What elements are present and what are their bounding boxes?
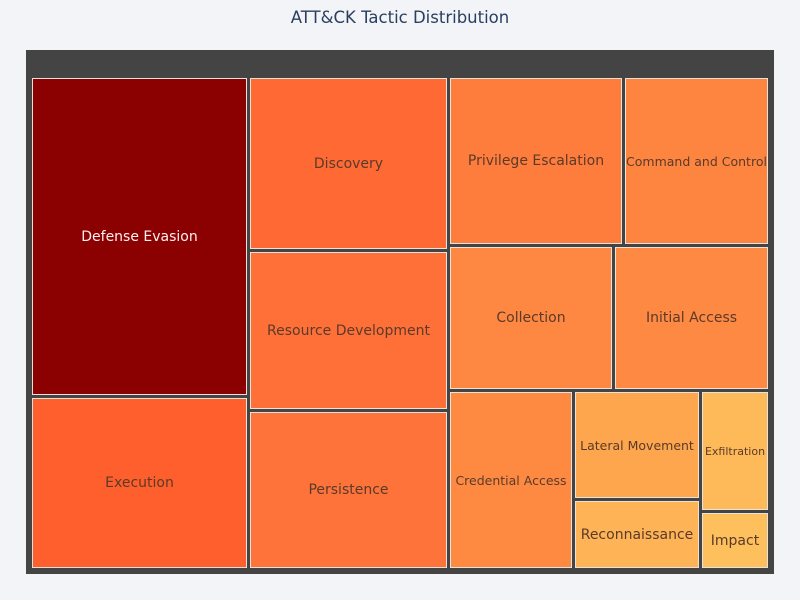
treemap-tile-resource-development[interactable]: Resource Development (250, 252, 447, 409)
tile-label: Exfiltration (704, 444, 766, 458)
treemap-tile-impact[interactable]: Impact (702, 513, 768, 568)
treemap-tile-exfiltration[interactable]: Exfiltration (702, 392, 768, 510)
tile-label: Persistence (308, 482, 389, 498)
treemap-tile-lateral-movement[interactable]: Lateral Movement (575, 392, 699, 498)
tile-label: Credential Access (455, 472, 567, 488)
tile-label: Privilege Escalation (467, 153, 605, 169)
tile-label: Discovery (313, 155, 384, 172)
tile-label: Impact (710, 532, 760, 549)
tile-label: Initial Access (645, 310, 738, 326)
treemap-tile-initial-access[interactable]: Initial Access (615, 247, 768, 389)
tile-label: Defense Evasion (81, 228, 198, 245)
chart-title: ATT&CK Tactic Distribution (290, 8, 510, 27)
treemap-tile-privilege-escalation[interactable]: Privilege Escalation (450, 78, 622, 244)
treemap-tile-persistence[interactable]: Persistence (250, 412, 447, 568)
treemap-tile-command-and-control[interactable]: Command and Control (625, 78, 768, 244)
tile-label: Command and Control (626, 153, 767, 169)
treemap-root[interactable]: Defense Evasion Execution Discovery Resourc… (26, 50, 774, 574)
tile-label: Collection (496, 310, 566, 326)
treemap-tile-collection[interactable]: Collection (450, 247, 612, 389)
tile-label: Lateral Movement (580, 437, 694, 453)
treemap-tile-discovery[interactable]: Discovery (250, 78, 447, 249)
treemap-tile-execution[interactable]: Execution (32, 398, 247, 568)
treemap-tile-reconnaissance[interactable]: Reconnaissance (575, 501, 699, 568)
treemap-tile-credential-access[interactable]: Credential Access (450, 392, 572, 568)
tile-label: Execution (105, 475, 174, 491)
treemap-tile-defense-evasion[interactable]: Defense Evasion (32, 78, 247, 395)
tile-label: Reconnaissance (580, 526, 694, 543)
tile-label: Resource Development (267, 322, 430, 339)
